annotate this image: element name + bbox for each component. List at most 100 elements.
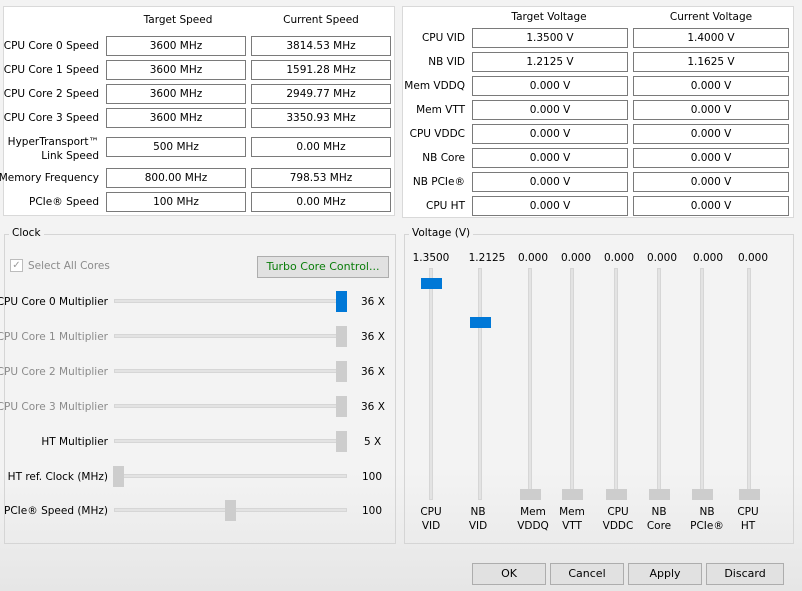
voltage-slider-value: 0.000 <box>692 252 724 264</box>
voltage-slider-name-line2: VTT <box>562 520 582 532</box>
ok-button[interactable]: OK <box>472 563 546 585</box>
speed-target-field: 3600 MHz <box>106 84 246 104</box>
voltage-slider-name-line2: HT <box>740 520 756 532</box>
turbo-core-control-button[interactable]: Turbo Core Control... <box>257 256 389 278</box>
speed-row-label: CPU Core 1 Speed <box>3 64 99 76</box>
voltage-target-field: 1.3500 V <box>472 28 628 48</box>
voltage-target-field: 0.000 V <box>472 196 628 216</box>
target-voltage-header: Target Voltage <box>511 11 587 23</box>
clock-slider-track <box>114 369 347 373</box>
clock-slider-track[interactable] <box>114 299 347 303</box>
ht-ref-clock-thumb[interactable] <box>113 466 124 487</box>
voltage-target-field: 0.000 V <box>472 76 628 96</box>
speed-row-label: CPU Core 3 Speed <box>3 112 99 124</box>
voltage-row-label: Mem VDDQ <box>404 80 465 92</box>
voltage-slider-name-line1: NB <box>470 506 486 518</box>
speed-target-field: 100 MHz <box>106 192 246 212</box>
current-voltage-header: Current Voltage <box>669 11 753 23</box>
voltage-slider-track <box>700 268 704 500</box>
speed-current-field: 0.00 MHz <box>251 137 391 157</box>
apply-button[interactable]: Apply <box>628 563 702 585</box>
voltage-slider-name: Mem VTT <box>547 505 597 533</box>
voltage-slider-name-line1: Mem <box>520 506 546 518</box>
clock-slider-label: HT ref. Clock (MHz) <box>7 471 108 483</box>
clock-slider-label: PCIe® Speed (MHz) <box>4 505 108 517</box>
voltage-slider-name-line2: Core <box>646 520 672 532</box>
speed-row-label: HyperTransport™ Link Speed <box>8 135 99 163</box>
discard-button[interactable]: Discard <box>706 563 784 585</box>
cpu-core1-multiplier-thumb <box>336 326 347 347</box>
nb-vid-thumb[interactable] <box>470 317 491 328</box>
speed-current-field: 798.53 MHz <box>251 168 391 188</box>
speed-current-field: 1591.28 MHz <box>251 60 391 80</box>
clock-slider-track <box>114 334 347 338</box>
clock-slider-label: CPU Core 0 Multiplier <box>0 296 108 308</box>
clock-slider-track[interactable] <box>114 474 347 478</box>
voltage-row-label: CPU HT <box>426 200 465 212</box>
pcie-speed-thumb[interactable] <box>224 500 236 521</box>
speed-row-label: CPU Core 0 Speed <box>3 40 99 52</box>
speed-target-field: 3600 MHz <box>106 60 246 80</box>
voltage-row-label: CPU VID <box>421 32 465 44</box>
voltage-target-field: 0.000 V <box>472 124 628 144</box>
speed-row-label-line1: HyperTransport™ <box>7 136 99 148</box>
select-all-cores-label: Select All Cores <box>28 260 110 272</box>
voltage-slider-value: 0.000 <box>646 252 678 264</box>
voltage-current-field: 0.000 V <box>633 172 789 192</box>
voltage-group <box>404 234 794 544</box>
select-all-cores-checkbox[interactable]: ✓ <box>10 259 23 272</box>
speed-target-field: 500 MHz <box>106 137 246 157</box>
voltage-row-label: CPU VDDC <box>409 128 465 140</box>
voltage-slider-name-line1: Mem <box>559 506 585 518</box>
voltage-slider-name-line2: PCIe® <box>690 520 724 532</box>
voltage-target-field: 0.000 V <box>472 172 628 192</box>
speed-target-field: 3600 MHz <box>106 108 246 128</box>
voltage-slider-name: CPU HT <box>723 505 773 533</box>
voltage-current-field: 0.000 V <box>633 76 789 96</box>
voltage-group-title: Voltage (V) <box>409 227 474 239</box>
clock-slider-track[interactable] <box>114 439 347 443</box>
speed-current-field: 3814.53 MHz <box>251 36 391 56</box>
cpu-core0-multiplier-thumb[interactable] <box>336 291 347 312</box>
mem-vtt-thumb <box>562 489 583 500</box>
clock-slider-value: 100 <box>362 505 383 517</box>
voltage-slider-track <box>614 268 618 500</box>
voltage-slider-track <box>570 268 574 500</box>
voltage-row-label: NB VID <box>428 56 465 68</box>
voltage-current-field: 1.1625 V <box>633 52 789 72</box>
speed-current-field: 3350.93 MHz <box>251 108 391 128</box>
voltage-slider-name-line1: CPU <box>420 506 442 518</box>
voltage-slider-value: 1.3500 <box>412 252 450 264</box>
mem-vddq-thumb <box>520 489 541 500</box>
voltage-slider-name-line2: VID <box>468 520 488 532</box>
voltage-target-field: 0.000 V <box>472 148 628 168</box>
voltage-current-field: 1.4000 V <box>633 28 789 48</box>
cancel-button[interactable]: Cancel <box>550 563 624 585</box>
nb-core-thumb <box>649 489 670 500</box>
speed-current-field: 2949.77 MHz <box>251 84 391 104</box>
current-speed-header: Current Speed <box>283 14 359 26</box>
clock-slider-label: HT Multiplier <box>41 436 108 448</box>
voltage-slider-value: 0.000 <box>517 252 549 264</box>
voltage-slider-track[interactable] <box>478 268 482 500</box>
voltage-slider-value: 0.000 <box>603 252 635 264</box>
ht-multiplier-thumb[interactable] <box>336 431 347 452</box>
voltage-panel: Target Voltage Current Voltage CPU VID 1… <box>402 6 794 218</box>
target-speed-header: Target Speed <box>143 14 213 26</box>
cpu-vid-thumb[interactable] <box>421 278 442 290</box>
voltage-slider-track <box>747 268 751 500</box>
speed-target-field: 3600 MHz <box>106 36 246 56</box>
voltage-slider-track[interactable] <box>429 268 433 500</box>
clock-slider-value: 36 X <box>361 296 385 308</box>
voltage-current-field: 0.000 V <box>633 124 789 144</box>
voltage-row-label: Mem VTT <box>416 104 465 116</box>
voltage-row-label: NB Core <box>422 152 465 164</box>
voltage-slider-name: NB VID <box>453 505 503 533</box>
voltage-slider-name-line1: CPU <box>737 506 759 518</box>
clock-slider-value: 100 <box>362 471 383 483</box>
voltage-slider-name-line2: VDDC <box>602 520 634 532</box>
voltage-current-field: 0.000 V <box>633 100 789 120</box>
voltage-current-field: 0.000 V <box>633 148 789 168</box>
clock-group <box>4 234 396 544</box>
voltage-target-field: 1.2125 V <box>472 52 628 72</box>
